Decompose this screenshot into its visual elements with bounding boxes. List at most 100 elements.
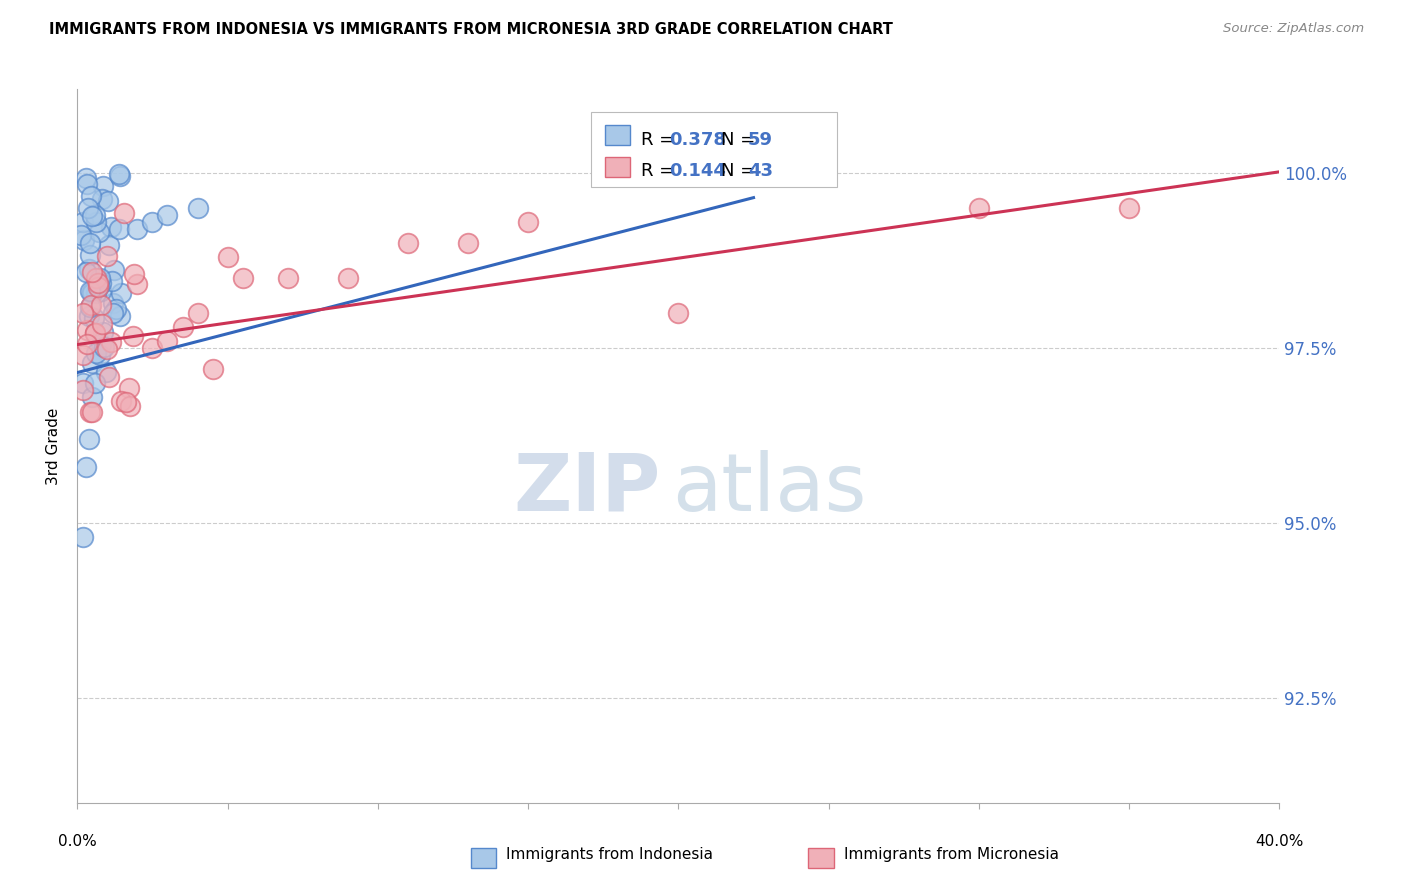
Point: [87, 276, 110, 290]
Point: [84, 376, 107, 390]
Point: [100, 334, 122, 349]
Point: [1118, 201, 1140, 215]
Point: [187, 306, 209, 320]
Point: [84, 208, 107, 222]
Text: 0.144: 0.144: [669, 162, 725, 180]
Point: [76, 178, 98, 192]
Point: [396, 236, 419, 251]
Point: [77, 201, 100, 215]
Point: [93, 325, 115, 339]
Text: Immigrants from Indonesia: Immigrants from Indonesia: [506, 847, 713, 862]
Text: 40.0%: 40.0%: [1256, 834, 1303, 849]
Point: [110, 309, 132, 323]
Point: [83, 326, 105, 341]
Point: [91, 192, 114, 206]
Point: [96, 249, 118, 263]
Point: [77, 309, 100, 323]
Text: N =: N =: [721, 162, 761, 180]
Point: [232, 271, 254, 285]
Point: [90, 276, 112, 290]
Point: [517, 215, 540, 229]
Point: [107, 167, 129, 181]
Point: [101, 274, 124, 288]
Point: [84, 326, 107, 340]
Text: atlas: atlas: [672, 450, 866, 528]
Point: [79, 298, 101, 312]
Point: [86, 286, 108, 301]
Point: [90, 318, 112, 332]
Point: [118, 381, 141, 395]
Point: [75, 265, 97, 279]
Point: [79, 247, 101, 261]
Point: [93, 340, 115, 354]
Point: [90, 284, 112, 298]
Point: [101, 306, 124, 320]
Text: 0.378: 0.378: [669, 131, 727, 149]
Point: [277, 271, 299, 285]
Point: [80, 404, 103, 418]
Point: [107, 222, 129, 236]
Point: [141, 215, 163, 229]
Point: [75, 460, 97, 475]
Point: [75, 171, 97, 186]
Text: R =: R =: [641, 131, 681, 149]
Point: [72, 348, 94, 362]
Point: [217, 250, 239, 264]
Point: [118, 399, 141, 413]
Point: [172, 320, 194, 334]
Point: [84, 215, 107, 229]
Point: [79, 236, 101, 251]
Point: [89, 270, 111, 285]
Point: [156, 208, 179, 222]
Point: [82, 265, 104, 279]
Point: [84, 346, 107, 360]
Point: [80, 285, 103, 299]
Point: [112, 206, 135, 220]
Point: [91, 179, 114, 194]
Point: [84, 271, 107, 285]
Point: [72, 530, 94, 544]
Point: [101, 295, 124, 310]
Point: [115, 394, 138, 409]
Point: [967, 201, 990, 215]
Point: [87, 277, 110, 291]
Point: [72, 215, 94, 229]
Point: [72, 376, 94, 390]
Y-axis label: 3rd Grade: 3rd Grade: [46, 408, 62, 484]
Point: [124, 268, 146, 282]
Point: [110, 394, 132, 409]
Point: [89, 278, 111, 293]
Point: [79, 405, 101, 419]
Point: [336, 271, 359, 285]
Point: [457, 236, 479, 251]
Point: [100, 220, 122, 235]
Point: [110, 286, 132, 301]
Point: [103, 262, 125, 277]
Point: [82, 390, 104, 404]
Point: [94, 364, 117, 378]
Text: N =: N =: [721, 131, 761, 149]
Point: [70, 227, 93, 242]
Point: [89, 348, 111, 362]
Point: [156, 334, 179, 348]
Point: [141, 341, 163, 355]
Point: [187, 201, 209, 215]
Point: [108, 169, 131, 183]
Point: [83, 310, 105, 325]
Point: [127, 277, 149, 291]
Text: 59: 59: [748, 131, 773, 149]
Point: [96, 342, 118, 356]
Point: [98, 370, 121, 384]
Point: [72, 383, 94, 397]
Point: [668, 306, 690, 320]
Point: [72, 234, 94, 248]
Point: [80, 209, 103, 223]
Text: R =: R =: [641, 162, 681, 180]
Point: [80, 189, 103, 203]
Point: [79, 432, 101, 446]
Text: 0.0%: 0.0%: [58, 834, 97, 849]
Point: [79, 262, 101, 277]
Point: [79, 285, 101, 299]
Point: [201, 362, 224, 376]
Point: [72, 306, 94, 320]
